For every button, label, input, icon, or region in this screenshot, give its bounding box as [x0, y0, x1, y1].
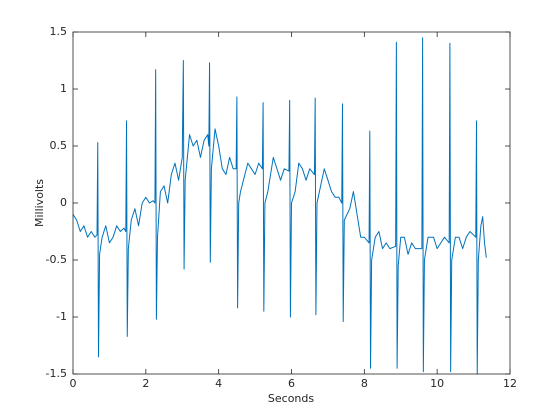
data-line [72, 37, 487, 375]
y-tick-label: 1.5 [50, 25, 68, 38]
y-axis-label: Millivolts [33, 179, 46, 227]
y-tick-label: 0 [60, 196, 67, 209]
x-tick-label: 8 [361, 377, 368, 390]
x-tick-label: 10 [430, 377, 444, 390]
x-tick-label: 12 [503, 377, 517, 390]
x-tick-label: 2 [142, 377, 149, 390]
y-tick-label: -1 [56, 310, 67, 323]
y-tick-label: -0.5 [46, 253, 67, 266]
x-tick-label: 4 [215, 377, 222, 390]
x-tick-label: 0 [70, 377, 77, 390]
y-tick-label: 1 [60, 82, 67, 95]
x-tick-label: 6 [288, 377, 295, 390]
y-tick-label: 0.5 [50, 139, 68, 152]
y-tick-label: -1.5 [46, 367, 67, 380]
x-axis-label: Seconds [268, 392, 314, 405]
